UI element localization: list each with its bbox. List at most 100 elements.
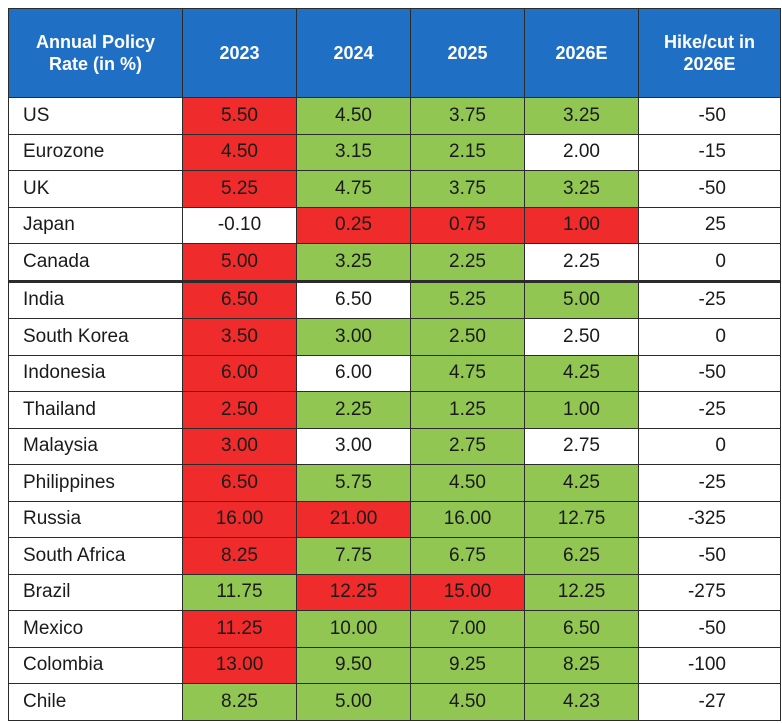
table-row: Chile 8.25 5.00 4.50 4.23 -27 [8,683,781,721]
rate-cell: 5.75 [296,464,411,502]
hike-cut-cell: 0 [638,243,781,282]
rate-cell: 7.75 [296,537,411,575]
country-cell: Philippines [8,464,183,502]
rate-cell: 3.25 [524,97,639,135]
rate-cell: 5.00 [296,683,411,721]
rate-cell: 16.00 [410,500,525,538]
hike-cut-cell: 25 [638,206,781,244]
hike-cut-cell: 0 [638,318,781,356]
hike-cut-cell: -25 [638,464,781,502]
table-row: Malaysia 3.00 3.00 2.75 2.75 0 [8,427,781,465]
table-row: India 6.50 6.50 5.25 5.00 -25 [8,279,781,319]
rate-cell: 4.50 [410,464,525,502]
rate-cell: 4.75 [410,354,525,392]
rate-cell: 4.75 [296,170,411,208]
rate-cell: 10.00 [296,610,411,648]
rate-cell: 6.00 [296,354,411,392]
rate-cell: 4.25 [524,464,639,502]
rate-cell: 11.75 [182,573,297,611]
rate-cell: 4.50 [296,97,411,135]
header-country: Annual Policy Rate (in %) [8,8,183,98]
rate-cell: 6.75 [410,537,525,575]
hike-cut-cell: 0 [638,427,781,465]
hike-cut-cell: -25 [638,391,781,429]
rate-cell: 3.00 [296,318,411,356]
country-cell: Japan [8,206,183,244]
rate-cell: 3.00 [296,427,411,465]
rate-cell: 3.25 [524,170,639,208]
table-row: Philippines 6.50 5.75 4.50 4.25 -25 [8,464,781,502]
table-row: South Korea 3.50 3.00 2.50 2.50 0 [8,318,781,356]
rate-cell: 1.25 [410,391,525,429]
rate-cell: 0.25 [296,206,411,244]
rate-cell: 3.25 [296,243,411,282]
country-cell: Eurozone [8,133,183,171]
rate-cell: 13.00 [182,646,297,684]
table-row: Eurozone 4.50 3.15 2.15 2.00 -15 [8,133,781,171]
rate-cell: 21.00 [296,500,411,538]
table-row: UK 5.25 4.75 3.75 3.25 -50 [8,170,781,208]
rate-cell: 3.75 [410,97,525,135]
table-row: US 5.50 4.50 3.75 3.25 -50 [8,97,781,135]
country-cell: Colombia [8,646,183,684]
hike-cut-cell: -27 [638,683,781,721]
header-2026e: 2026E [524,8,639,98]
hike-cut-cell: -50 [638,354,781,392]
country-cell: UK [8,170,183,208]
rate-cell: 4.50 [410,683,525,721]
country-cell: India [8,279,183,319]
rate-cell: 3.75 [410,170,525,208]
country-cell: Brazil [8,573,183,611]
country-cell: Indonesia [8,354,183,392]
table-body: US 5.50 4.50 3.75 3.25 -50 Eurozone 4.50 3.15 2.1… [8,97,781,721]
header-2024: 2024 [296,8,411,98]
hike-cut-cell: -50 [638,537,781,575]
table-row: Brazil 11.75 12.25 15.00 12.25 -275 [8,573,781,611]
table-row: Mexico 11.25 10.00 7.00 6.50 -50 [8,610,781,648]
country-cell: Mexico [8,610,183,648]
rate-cell: 3.15 [296,133,411,171]
rate-cell: 2.25 [296,391,411,429]
hike-cut-cell: -100 [638,646,781,684]
header-row: Annual Policy Rate (in %) 2023 2024 2025 … [8,8,781,98]
rate-cell: 9.25 [410,646,525,684]
country-cell: Russia [8,500,183,538]
country-cell: US [8,97,183,135]
rate-cell: 4.25 [524,354,639,392]
rate-cell: 2.25 [524,243,639,282]
hike-cut-cell: -25 [638,279,781,319]
rate-cell: 9.50 [296,646,411,684]
rate-cell: 16.00 [182,500,297,538]
hike-cut-cell: -325 [638,500,781,538]
rate-cell: 5.25 [182,170,297,208]
rate-cell: 8.25 [524,646,639,684]
hike-cut-cell: -15 [638,133,781,171]
country-cell: Malaysia [8,427,183,465]
rate-cell: 0.75 [410,206,525,244]
table-row: Japan -0.10 0.25 0.75 1.00 25 [8,206,781,244]
rate-cell: 6.50 [524,610,639,648]
table-row: Indonesia 6.00 6.00 4.75 4.25 -50 [8,354,781,392]
rate-cell: 7.00 [410,610,525,648]
rate-cell: 12.25 [296,573,411,611]
hike-cut-cell: -275 [638,573,781,611]
hike-cut-cell: -50 [638,97,781,135]
rate-cell: 6.25 [524,537,639,575]
rate-cell: 5.25 [410,279,525,319]
rate-cell: 6.50 [182,464,297,502]
hike-cut-cell: -50 [638,170,781,208]
rate-cell: 2.50 [524,318,639,356]
rate-cell: 12.75 [524,500,639,538]
rate-cell: -0.10 [182,206,297,244]
table-row: South Africa 8.25 7.75 6.75 6.25 -50 [8,537,781,575]
policy-rate-table-container: Annual Policy Rate (in %) 2023 2024 2025 … [8,8,781,721]
table-row: Colombia 13.00 9.50 9.25 8.25 -100 [8,646,781,684]
country-cell: Canada [8,243,183,282]
rate-cell: 5.00 [182,243,297,282]
rate-cell: 2.00 [524,133,639,171]
rate-cell: 6.50 [296,279,411,319]
header-hike-cut: Hike/cut in 2026E [638,8,781,98]
rate-cell: 3.00 [182,427,297,465]
country-cell: Thailand [8,391,183,429]
rate-cell: 8.25 [182,537,297,575]
